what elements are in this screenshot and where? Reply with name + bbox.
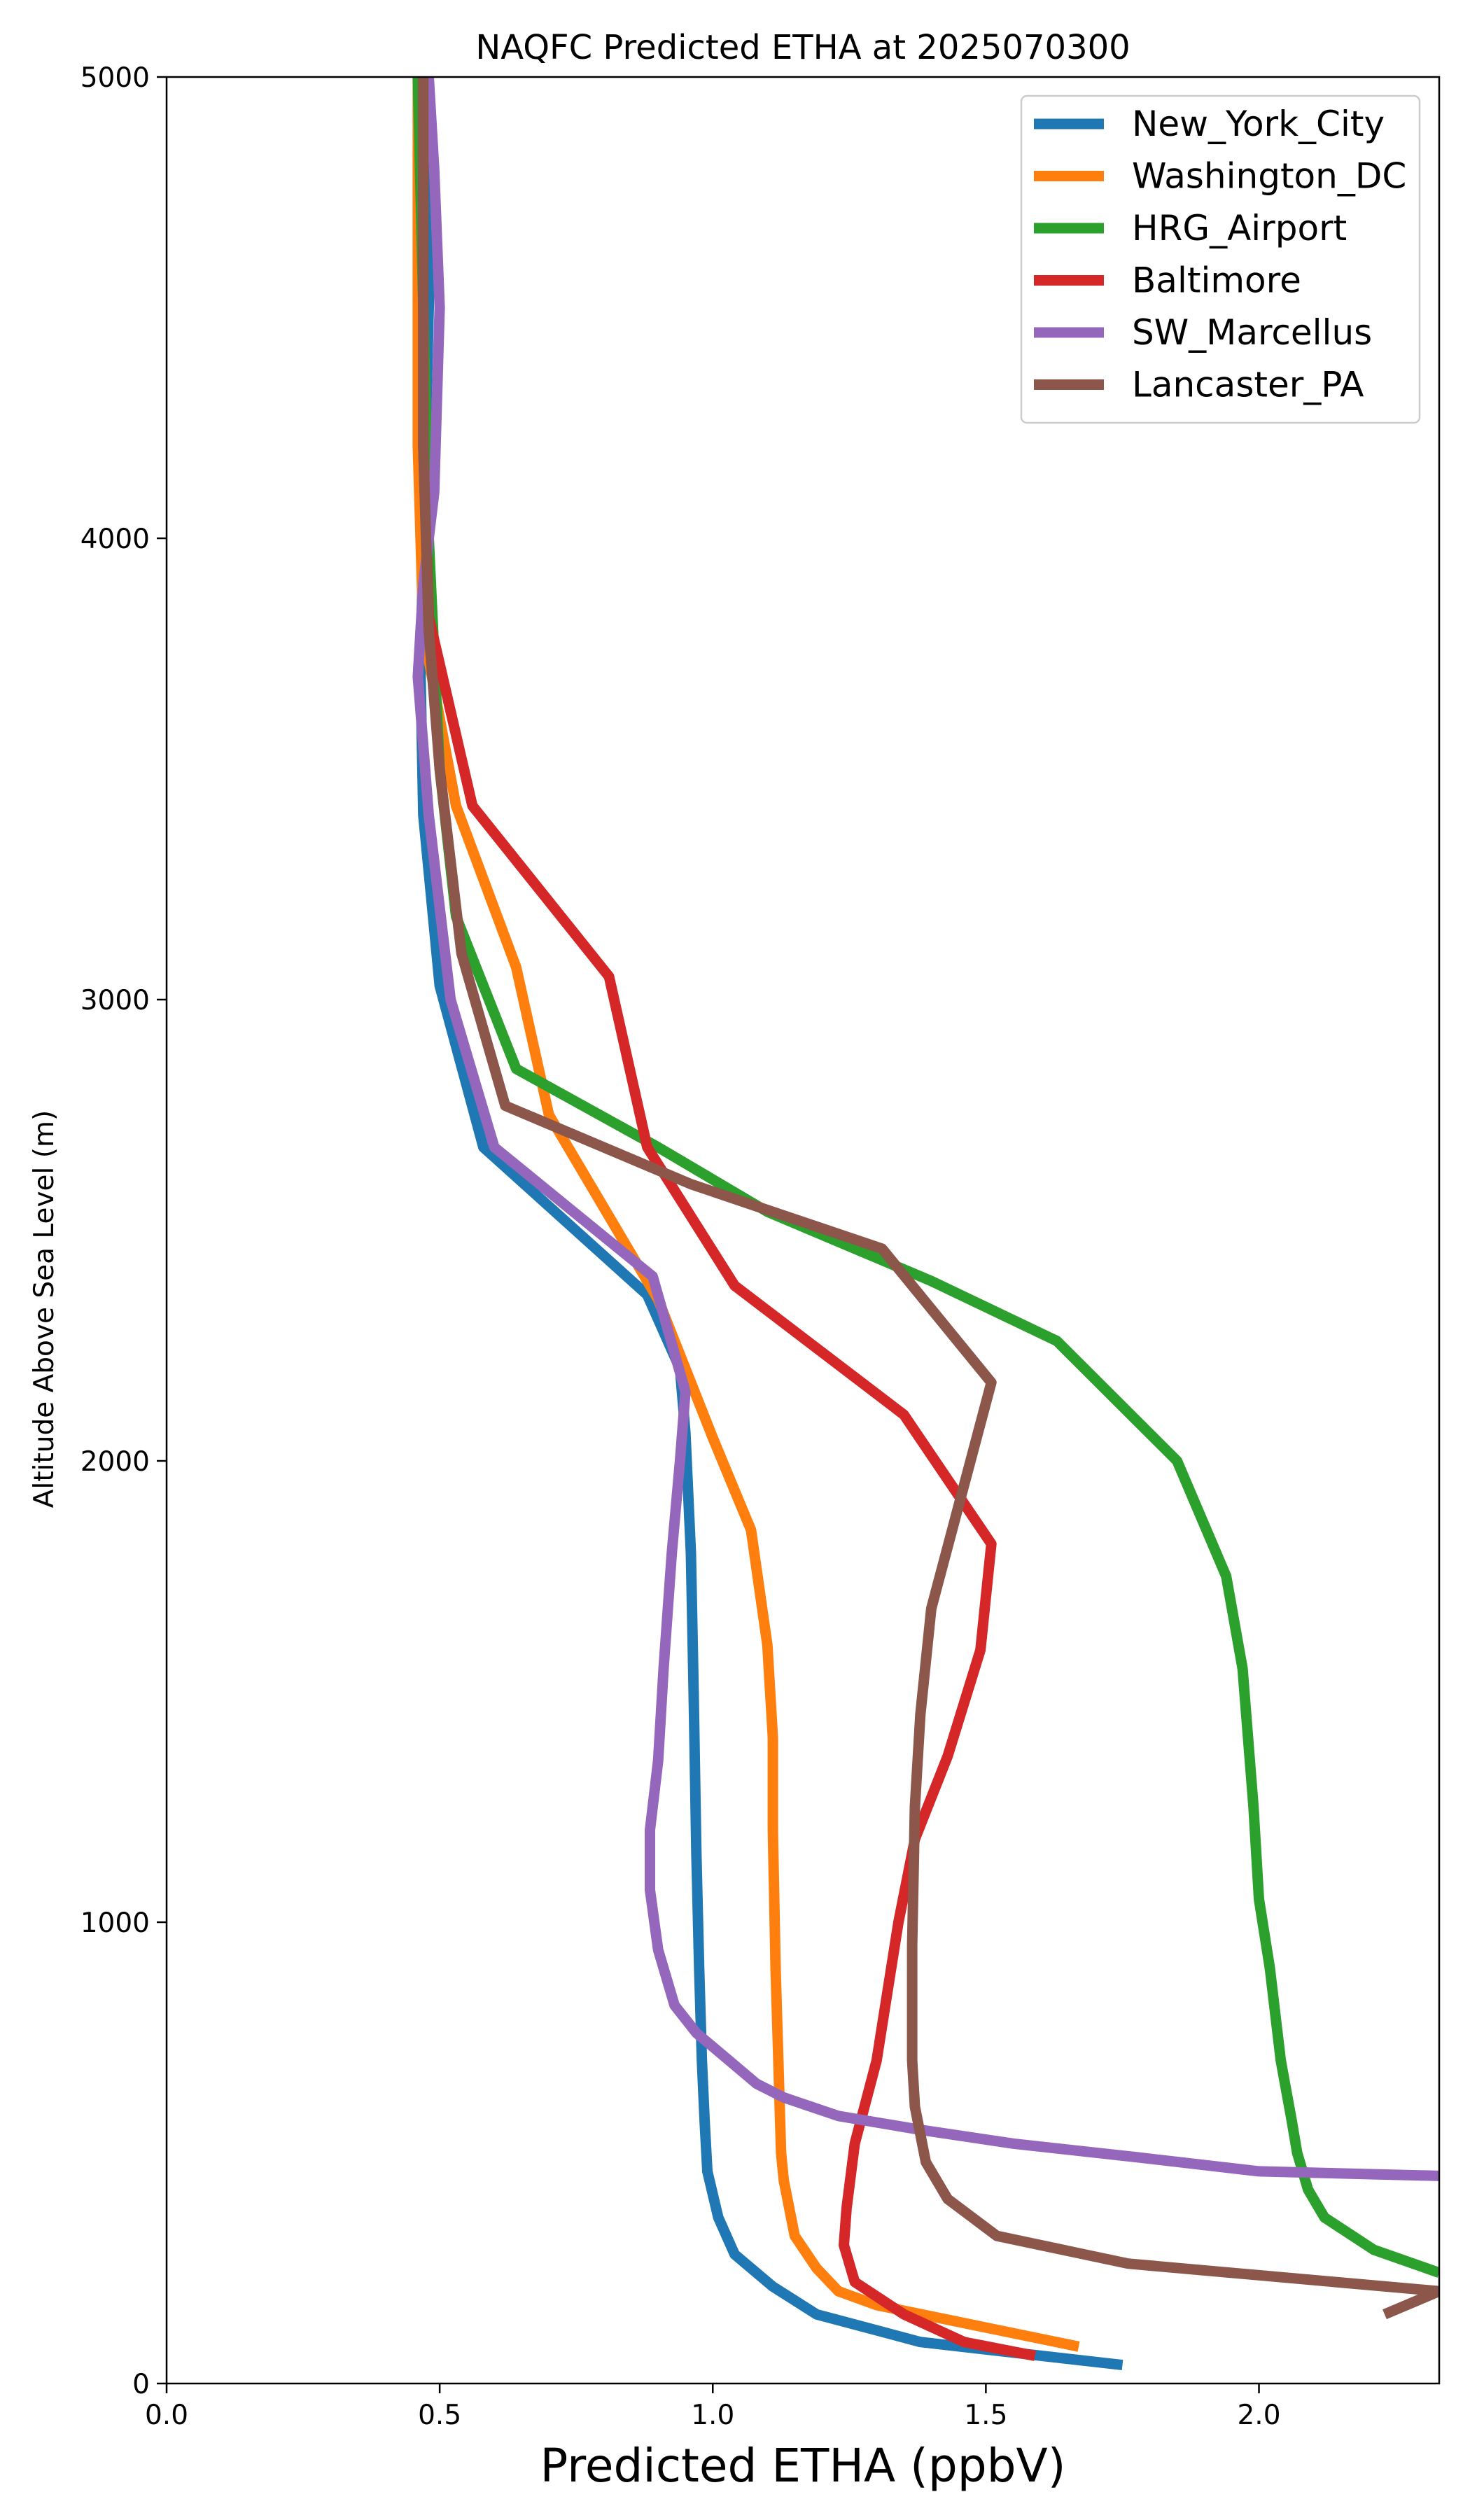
x-tick-label: 1.5 <box>964 2400 1007 2431</box>
legend-label-washington-dc: Washington_DC <box>1132 156 1406 197</box>
legend-box <box>1020 94 1421 424</box>
series-line-lancaster-pa <box>418 77 1439 2320</box>
legend-label-sw-marcellus: SW_Marcellus <box>1132 312 1372 353</box>
y-tick-label: 3000 <box>80 985 150 1016</box>
legend-label-new-york-city: New_York_City <box>1132 104 1385 144</box>
y-axis-label: Altitude Above Sea Level (m) <box>29 1110 60 1508</box>
x-tick-label: 0.0 <box>145 2400 188 2431</box>
chart-title: NAQFC Predicted ETHA at 2025070300 <box>475 28 1130 67</box>
y-tick-label: 5000 <box>80 62 150 94</box>
axis-layer: 0.0 0.5 1.0 1.5 2.0 0 1000 2000 3000 4000 5000 <box>80 62 1281 2431</box>
series-line-baltimore <box>418 77 1037 2361</box>
x-tick-label: 0.5 <box>418 2400 461 2431</box>
y-tick-label: 2000 <box>80 1446 150 1478</box>
series-line-washington-dc <box>412 77 1080 2352</box>
y-tick-label: 0 <box>132 2369 150 2400</box>
x-tick-label: 1.0 <box>691 2400 734 2431</box>
series-line-sw-marcellus <box>412 77 1439 2181</box>
legend-label-baltimore: Baltimore <box>1132 260 1301 301</box>
y-tick-label: 1000 <box>80 1907 150 1939</box>
series-layer <box>412 77 1439 2371</box>
plot-frame <box>165 76 1441 2385</box>
legend: New_York_City Washington_DC HRG_Airport Bal… <box>1020 94 1421 424</box>
x-axis-label: Predicted ETHA (ppbV) <box>540 2439 1066 2493</box>
y-tick-label: 4000 <box>80 524 150 555</box>
legend-label-hrg-airport: HRG_Airport <box>1132 208 1347 248</box>
legend-label-lancaster-pa: Lancaster_PA <box>1132 365 1364 405</box>
x-tick-label: 2.0 <box>1237 2400 1280 2431</box>
